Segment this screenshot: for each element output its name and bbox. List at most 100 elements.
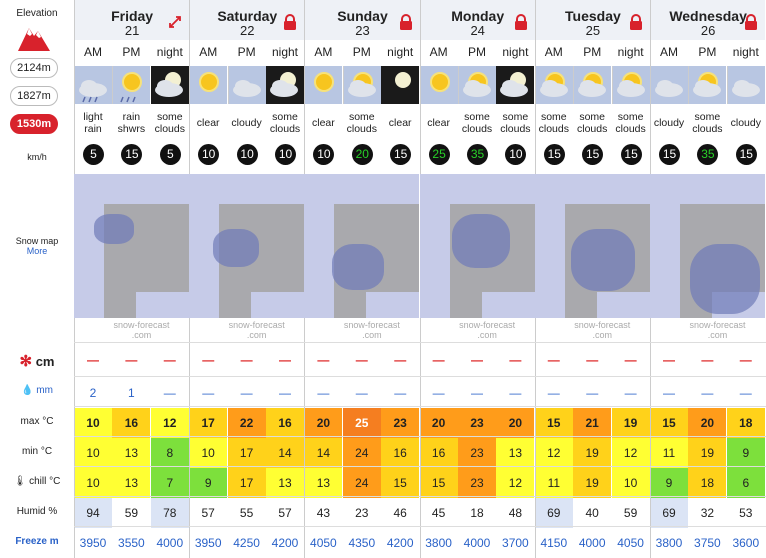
wind-speed-badge: 15: [390, 144, 412, 165]
forecast-table: Friday 21 Saturday 22 Sunday 23 Monday 24 Tuesda…: [74, 0, 766, 558]
rain-cell: —: [240, 386, 253, 400]
watermark: snow-forecast .com: [670, 320, 765, 342]
wind-speed-badge: 10: [236, 144, 258, 165]
wind-speed-badge: 15: [543, 144, 565, 165]
rain-row-label: 💧 mm: [21, 385, 53, 396]
snow-cell: —: [125, 353, 138, 367]
snow-map[interactable]: [304, 174, 420, 318]
watermark-text: snow-forecast: [343, 320, 400, 330]
min-temp-cell: 19: [688, 438, 727, 468]
wind-speed-badge: 10: [198, 144, 220, 165]
chill-temp-cell: 18: [688, 468, 727, 498]
wind-speed-badge: 20: [351, 144, 373, 165]
chill-temp-cell: 19: [573, 468, 612, 498]
wind-speed-badge: 10: [505, 144, 527, 165]
lock-icon[interactable]: [743, 14, 759, 30]
freeze-level-label: Freeze m: [15, 536, 59, 547]
period-label: PM: [698, 45, 717, 59]
weather-description: clear: [427, 117, 450, 129]
rain-cell: —: [586, 386, 599, 400]
weather-description: some clouds: [269, 111, 301, 135]
elevation-mid-button[interactable]: 1827m: [10, 86, 58, 106]
mountain-icon: [18, 28, 50, 51]
humidity-cell: 57: [266, 498, 304, 528]
snow-map[interactable]: [74, 174, 189, 318]
lock-icon[interactable]: [282, 14, 298, 30]
humidity-label: Humid %: [16, 506, 58, 517]
map-image: [650, 174, 765, 318]
humidity-cell: 57: [189, 498, 228, 528]
raindrops-icon: 💧: [21, 385, 34, 396]
day-header: Wednesday 26: [650, 0, 766, 40]
freeze-level-cell: 3800: [425, 536, 452, 550]
humidity-cell: 59: [611, 498, 650, 528]
weather-description: cloudy: [653, 117, 685, 129]
rain-cell: —: [471, 386, 483, 400]
humidity-cell: 53: [726, 498, 765, 528]
lock-icon[interactable]: [513, 14, 529, 30]
sun-rain-icon: [112, 66, 151, 104]
humidity-cell: 43: [304, 498, 343, 528]
freeze-level-cell: 3600: [732, 536, 760, 550]
snow-cell: —: [739, 353, 752, 367]
lock-icon[interactable]: [628, 14, 644, 30]
chill-temp-cell: 9: [650, 468, 688, 498]
sun-cloud-icon: [534, 66, 573, 104]
wind-speed: 35: [458, 142, 496, 168]
snow-map[interactable]: [650, 174, 765, 318]
period-label: night: [617, 45, 644, 59]
chill-temp-cell: 13: [304, 468, 343, 498]
wind-speed: 15: [727, 142, 765, 168]
snow-cell: —: [586, 353, 599, 367]
snow-map[interactable]: [189, 174, 305, 318]
min-temp-cell: 16: [381, 438, 420, 468]
weather-description: cloudy: [730, 117, 761, 129]
cloud-icon: [650, 66, 688, 104]
snow-cell: —: [509, 353, 522, 367]
wind-speed-badge: 25: [428, 144, 450, 165]
humidity-cell: 46: [381, 498, 420, 528]
min-temp-cell: 23: [458, 438, 496, 468]
chill-temp-cell: 13: [266, 468, 304, 498]
freeze-level-cell: 4000: [156, 536, 184, 550]
rain-cell: —: [624, 386, 637, 400]
snow-cell: —: [202, 353, 215, 367]
elevation-bottom-button[interactable]: 1530m: [10, 114, 58, 134]
wind-speed: 10: [189, 142, 227, 168]
lock-icon[interactable]: [398, 14, 414, 30]
watermark-text: snow-forecast: [459, 320, 516, 330]
map-image: [534, 174, 650, 318]
rain-cell: —: [163, 386, 176, 400]
sun-cloud-icon: [573, 66, 612, 104]
wind-speed: 15: [650, 142, 688, 168]
freeze-level-cell: 4000: [463, 536, 491, 550]
period-label: AM: [314, 45, 333, 59]
max-temp-cell: 15: [650, 408, 688, 438]
period-label: night: [502, 45, 529, 59]
wind-speed-badge: 10: [313, 144, 335, 165]
snow-cell: —: [87, 353, 99, 367]
row-divider: [74, 342, 766, 343]
sun-cloud-icon: [342, 66, 381, 104]
day-name: Sunday: [337, 8, 388, 24]
more-link[interactable]: More: [26, 246, 48, 256]
snow-cell: —: [701, 353, 714, 367]
freeze-level-cell: 4200: [386, 536, 414, 550]
expand-arrows-icon[interactable]: [167, 14, 183, 30]
chill-temp-cell: 15: [381, 468, 420, 498]
snow-map[interactable]: [419, 174, 535, 318]
elevation-top-button[interactable]: 2124m: [10, 58, 58, 78]
period-label: AM: [660, 45, 678, 59]
row-divider: [74, 436, 766, 437]
chill-temp-cell: 10: [611, 468, 650, 498]
period-label: night: [387, 45, 414, 59]
max-temp-cell: 20: [688, 408, 727, 438]
day-header: Sunday 23: [304, 0, 420, 40]
watermark-domain: .com: [246, 330, 267, 340]
humidity-cell: 48: [496, 498, 535, 528]
snow-map[interactable]: [534, 174, 650, 318]
day-header: Tuesday 25: [534, 0, 650, 40]
snow-cell: —: [663, 353, 675, 367]
day-number: 26: [700, 23, 716, 38]
weather-description: some clouds: [538, 111, 569, 135]
